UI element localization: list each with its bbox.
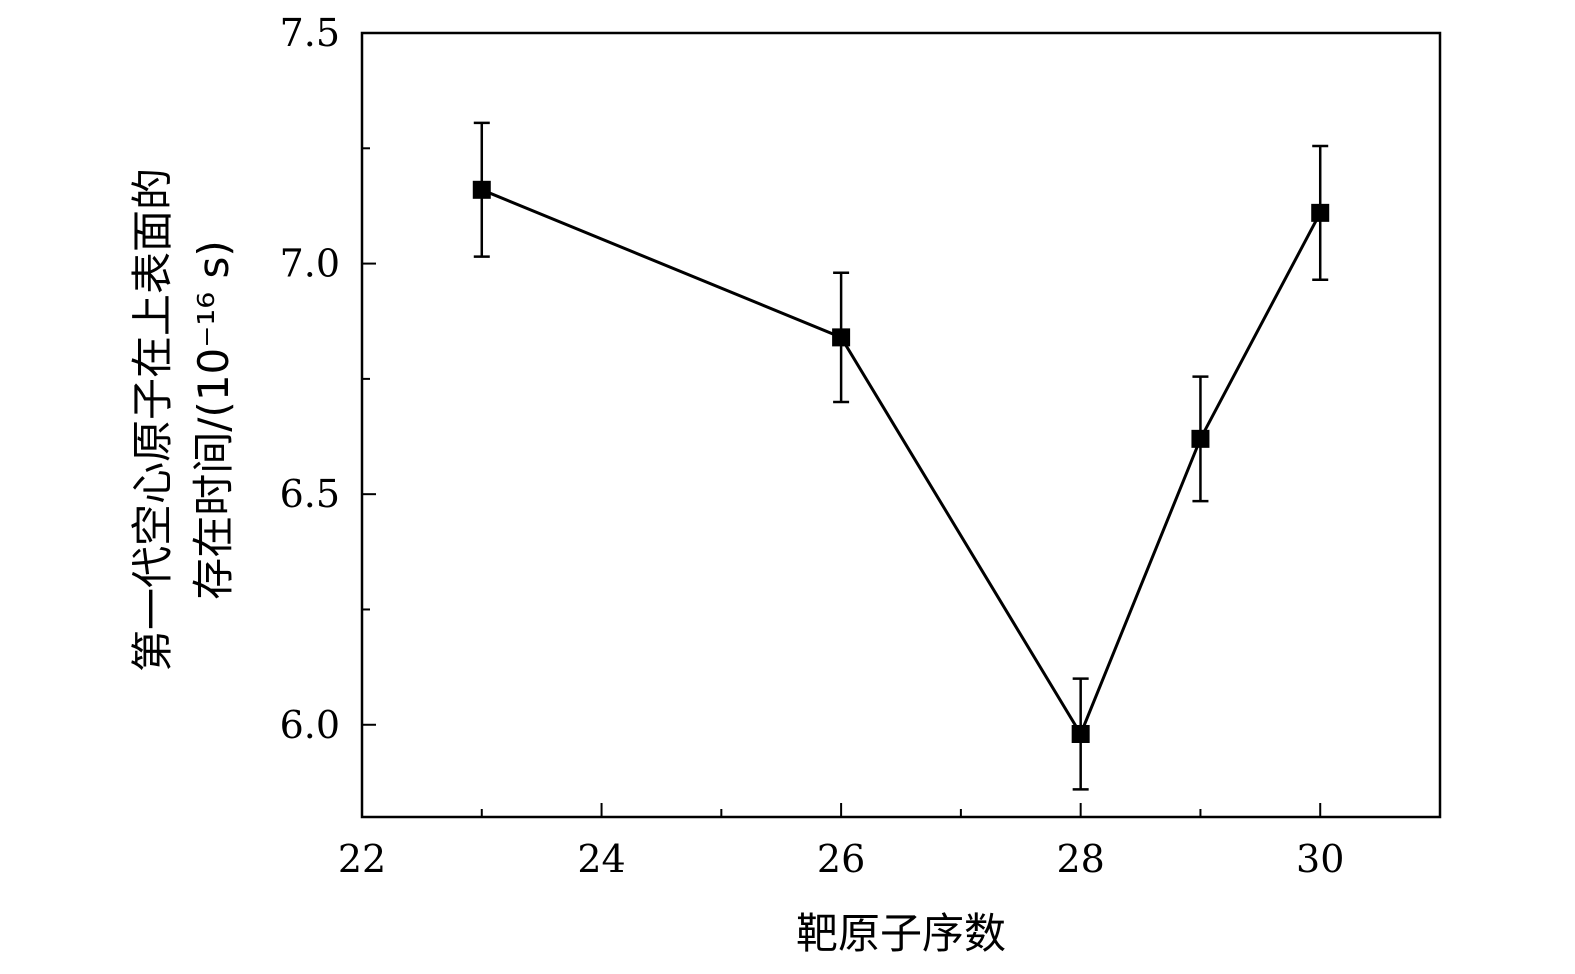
- data-point-marker: [832, 328, 851, 347]
- major-ticks: [361, 32, 1322, 817]
- data-point-marker: [472, 180, 491, 199]
- data-point-marker: [1191, 429, 1210, 448]
- y-tick-label: 7.0: [280, 242, 340, 286]
- data-series: [472, 121, 1330, 791]
- plot-frame: [360, 31, 1442, 819]
- minor-ticks: [362, 147, 1202, 817]
- tick-labels: 22 24 26 28 30 6.0 6.5 7.0 7.5: [280, 11, 1345, 881]
- data-point-marker: [1071, 724, 1090, 743]
- y-axis-label-line2: 存在时间/(10⁻¹⁶ s): [189, 240, 238, 599]
- x-axis-label: 靶原子序数: [796, 909, 1006, 958]
- data-point-marker: [1311, 203, 1330, 222]
- x-tick-label: 24: [577, 837, 625, 881]
- series-line: [481, 188, 1322, 738]
- y-tick-label: 7.5: [280, 11, 340, 55]
- x-tick-label: 28: [1056, 837, 1104, 881]
- y-tick-label: 6.0: [280, 703, 340, 747]
- x-tick-label: 26: [817, 837, 865, 881]
- x-tick-label: 22: [338, 837, 386, 881]
- x-tick-label: 30: [1296, 837, 1344, 881]
- y-axis-label-line1: 第一代空心原子在上表面的: [128, 168, 177, 672]
- y-axis-label: 第一代空心原子在上表面的 存在时间/(10⁻¹⁶ s): [128, 168, 238, 672]
- y-tick-label: 6.5: [280, 472, 340, 516]
